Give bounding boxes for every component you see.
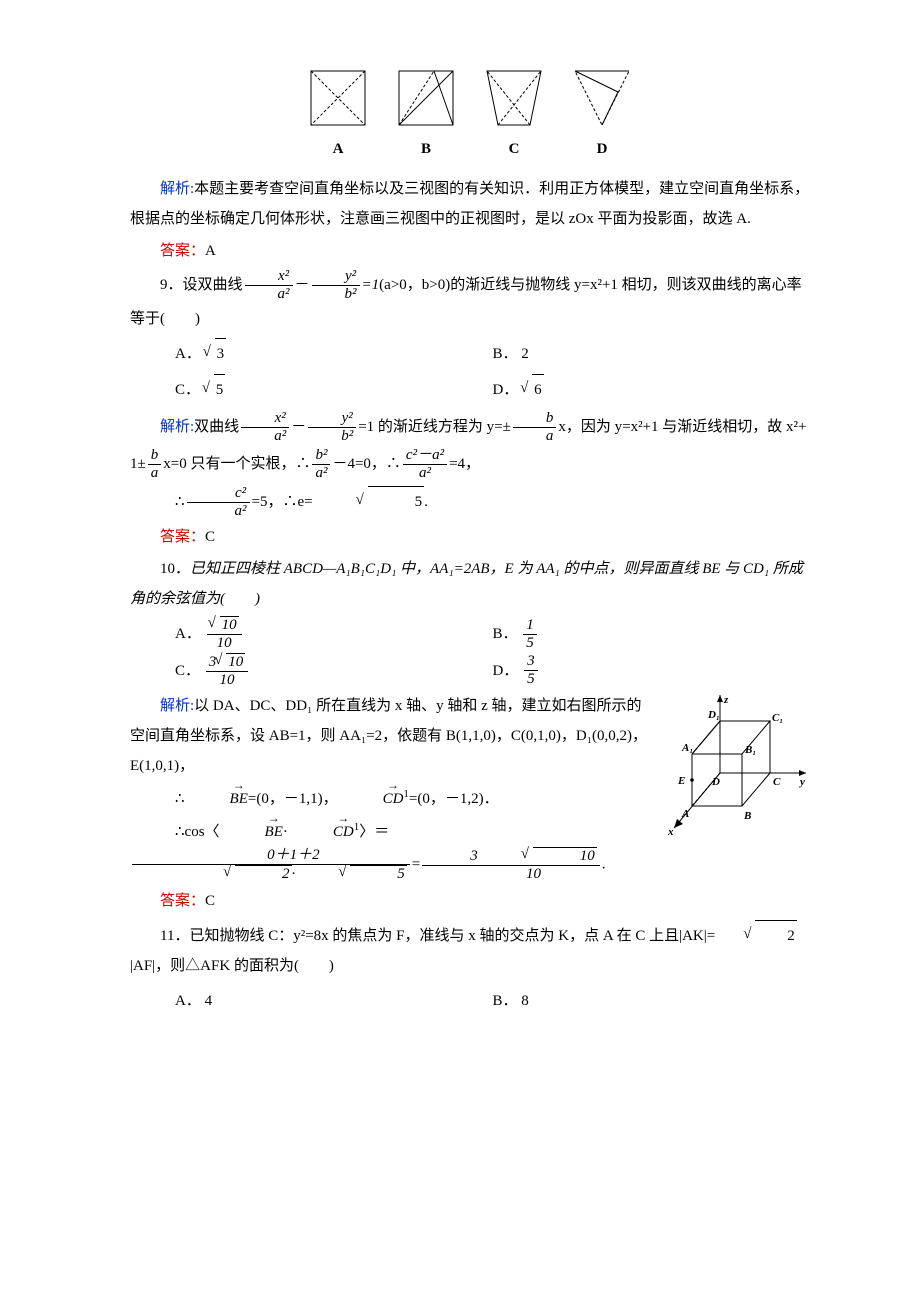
q10-answer-value: C xyxy=(205,893,215,909)
answer-label: 答案： xyxy=(160,243,205,259)
q10-options: A． 1010 B． 15 C． 31010 D． 35 xyxy=(175,616,810,689)
svg-text:D: D xyxy=(711,776,720,788)
q9-option-b: B． 2 xyxy=(493,336,811,372)
q8-analysis: 解析:本题主要考查空间直角坐标以及三视图的有关知识．利用正方体模型，建立空间直角… xyxy=(130,174,810,234)
analysis-label: 解析: xyxy=(160,181,194,197)
svg-text:z: z xyxy=(723,694,729,706)
q8-fig-label-c: C xyxy=(484,134,544,164)
q10-option-a: A． 1010 xyxy=(175,616,493,653)
q8-fig-label-b: B xyxy=(396,134,456,164)
q10-figure: z y x D₁ C₁ A₁ B₁ D C A B E xyxy=(660,693,810,843)
q10-option-d: D． 35 xyxy=(493,653,811,690)
q9-option-a: A． 3 xyxy=(175,336,493,372)
q11-stem-a: 已知抛物线 C：y²=8x 的焦点为 F，准线与 x 轴的交点为 K，点 A 在… xyxy=(189,928,715,944)
analysis-label: 解析: xyxy=(160,419,194,435)
q10-stem-text: 已知正四棱柱 ABCD—A₁B₁C₁D₁ 中，AA₁=2AB，E 为 AA₁ 的… xyxy=(130,561,803,607)
q8-figure-row xyxy=(130,68,810,128)
q11-stem: 11．已知抛物线 C：y²=8x 的焦点为 F，准线与 x 轴的交点为 K，点 … xyxy=(130,920,810,981)
q9-analysis-line2: 1±bax=0 只有一个实根，∴b²a²－4=0，∴c²－a²a²=4， xyxy=(130,447,810,483)
q9-number: 9． xyxy=(160,277,183,293)
q8-option-a-figure xyxy=(308,68,368,128)
svg-text:D₁: D₁ xyxy=(707,709,720,721)
q9-analysis-line3: ∴c²a²=5，∴e=5. xyxy=(130,485,810,521)
q9-answer: 答案：C xyxy=(130,522,810,552)
q10-stem: 10．已知正四棱柱 ABCD—A₁B₁C₁D₁ 中，AA₁=2AB，E 为 AA… xyxy=(130,554,810,614)
svg-text:B₁: B₁ xyxy=(744,744,756,756)
svg-text:E: E xyxy=(677,775,685,787)
svg-text:C₁: C₁ xyxy=(772,712,783,724)
q9-stem: 9．设双曲线x²a²－y²b²=1(a>0，b>0)的渐近线与抛物线 y=x²+… xyxy=(130,268,810,334)
q10-option-b: B． 15 xyxy=(493,616,811,653)
q9-analysis-line1: 解析:双曲线x²a²－y²b²=1 的渐近线方程为 y=±bax，因为 y=x²… xyxy=(130,410,810,446)
q9-option-c: C． 5 xyxy=(175,372,493,408)
q8-analysis-text: 本题主要考查空间直角坐标以及三视图的有关知识．利用正方体模型，建立空间直角坐标系… xyxy=(130,181,809,227)
q9-option-d: D． 6 xyxy=(493,372,811,408)
q8-option-c-figure xyxy=(484,68,544,128)
answer-label: 答案： xyxy=(160,529,205,545)
svg-text:A₁: A₁ xyxy=(681,742,693,754)
q9-answer-value: C xyxy=(205,529,215,545)
svg-text:B: B xyxy=(743,810,751,822)
q11-options: A． 4 B． 8 xyxy=(175,983,810,1019)
q8-figure-labels: A B C D xyxy=(130,134,810,164)
analysis-label: 解析: xyxy=(160,698,194,714)
answer-label: 答案： xyxy=(160,893,205,909)
q9-options: A． 3 B． 2 C． 5 D． 6 xyxy=(175,336,810,408)
q10-option-c: C． 31010 xyxy=(175,653,493,690)
q8-answer: 答案：A xyxy=(130,236,810,266)
q8-option-b-figure xyxy=(396,68,456,128)
q11-stem-b: |AF|，则△AFK 的面积为( ) xyxy=(130,958,334,974)
svg-text:C: C xyxy=(773,776,781,788)
svg-text:y: y xyxy=(798,776,805,788)
q8-fig-label-d: D xyxy=(572,134,632,164)
q9-stem-prefix: 设双曲线 xyxy=(183,277,243,293)
q8-fig-label-a: A xyxy=(308,134,368,164)
svg-text:x: x xyxy=(667,826,674,838)
svg-text:A: A xyxy=(681,808,689,820)
q11-number: 11． xyxy=(160,928,189,944)
q10-number: 10． xyxy=(160,561,190,577)
q8-option-d-figure xyxy=(572,68,632,128)
q11-option-a: A． 4 xyxy=(175,983,493,1019)
q11-option-b: B． 8 xyxy=(493,983,811,1019)
q10-analysis-text1: 以 DA、DC、DD₁ 所在直线为 x 轴、y 轴和 z 轴，建立如右图所示的空… xyxy=(130,698,647,774)
q8-answer-value: A xyxy=(205,243,216,259)
q10-answer: 答案：C xyxy=(130,886,810,916)
